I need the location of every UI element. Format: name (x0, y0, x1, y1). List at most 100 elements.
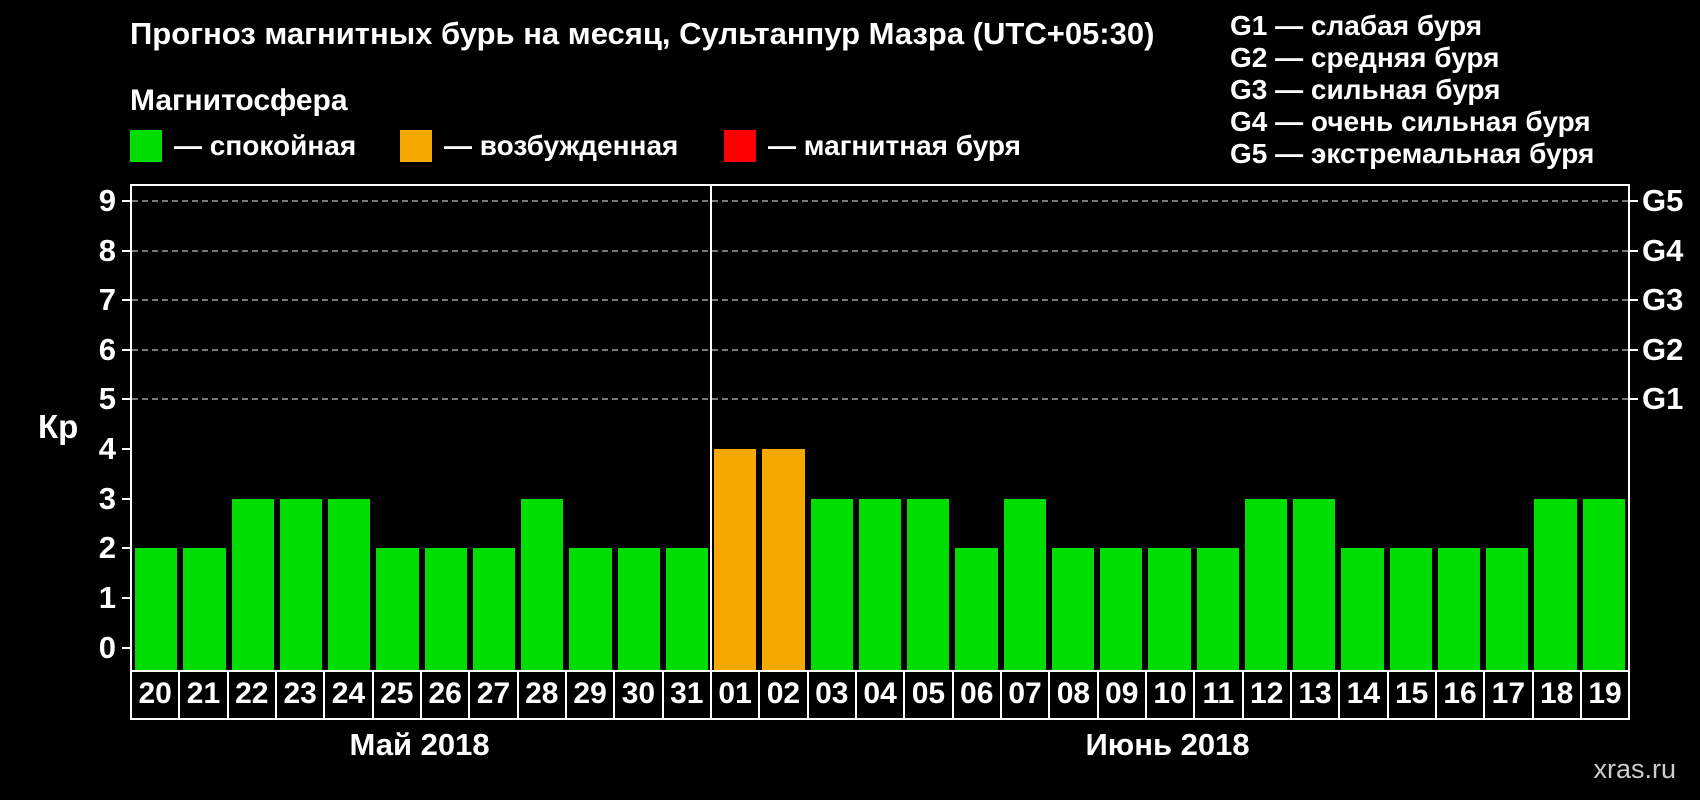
day-label-26: 26 (421, 670, 471, 720)
legend-item-excited: — возбужденная (400, 130, 678, 162)
day-label-21: 21 (180, 670, 229, 720)
storm-color-swatch (724, 130, 756, 162)
y-tick-mark-2 (122, 547, 130, 550)
g-level-label-G2: G2 (1642, 331, 1684, 367)
kp-bar-day-03 (810, 498, 853, 670)
day-label-30: 30 (615, 670, 664, 720)
legend-item-storm-label: — магнитная буря (768, 130, 1021, 161)
legend-item-quiet-label: — спокойная (174, 130, 357, 161)
kp-bar-day-04 (858, 498, 902, 670)
y-axis-title: Кр (38, 408, 79, 445)
y-tick-label-4: 4 (98, 431, 116, 467)
g-level-label-G3: G3 (1642, 282, 1684, 318)
magnetosphere-legend-title: Магнитосфера (130, 84, 348, 117)
g-tick-mark-G3 (1630, 299, 1638, 302)
kp-bar-day-06 (955, 548, 998, 670)
quiet-color-swatch (130, 130, 162, 162)
kp-bar-day-12 (1244, 498, 1288, 670)
kp-bar-day-24 (328, 498, 371, 670)
y-tick-mark-1 (122, 597, 130, 600)
day-label-13: 13 (1291, 670, 1341, 720)
month-axis: Май 2018 Июнь 2018 (130, 722, 1630, 768)
day-label-29: 29 (566, 670, 616, 720)
g-scale-item-g3: G3 — сильная буря (1230, 74, 1501, 105)
day-label-12: 12 (1243, 670, 1292, 720)
y-tick-label-0: 0 (98, 629, 116, 665)
gridline-kp-6 (132, 348, 1628, 351)
day-label-18: 18 (1533, 670, 1582, 720)
y-axis-tick-labels: 0 1 2 3 4 5 6 7 8 9 (0, 183, 116, 670)
g-tick-mark-G1 (1630, 398, 1638, 401)
y-tick-label-5: 5 (98, 381, 116, 417)
g-level-label-G5: G5 (1642, 182, 1684, 218)
kp-bar-day-10 (1148, 548, 1191, 670)
kp-bar-day-13 (1293, 498, 1336, 670)
legend-item-storm: — магнитная буря (724, 130, 1021, 162)
day-label-14: 14 (1340, 670, 1389, 720)
kp-bar-day-23 (279, 498, 323, 670)
g-scale-item-g1: G1 — слабая буря (1230, 10, 1483, 41)
y-tick-mark-8 (122, 249, 130, 252)
y-tick-label-3: 3 (98, 480, 116, 516)
y-tick-mark-4 (122, 448, 130, 451)
kp-bar-day-22 (231, 498, 274, 670)
kp-bar-day-26 (424, 548, 467, 670)
day-label-04: 04 (856, 670, 906, 720)
kp-bar-day-30 (617, 548, 660, 670)
y-tick-label-2: 2 (98, 530, 116, 566)
day-label-07: 07 (1001, 670, 1051, 720)
day-label-09: 09 (1098, 670, 1147, 720)
g-axis-labels: G1 G2 G3 G4 G5 (1642, 182, 1700, 670)
y-tick-mark-3 (122, 497, 130, 500)
g-scale-item-g5: G5 — экстремальная буря (1230, 138, 1595, 169)
g-tick-mark-G5 (1630, 199, 1638, 202)
gridline-kp-7 (132, 299, 1628, 302)
kp-bar-day-09 (1100, 548, 1143, 670)
day-label-02: 02 (760, 670, 809, 720)
g-level-label-G4: G4 (1642, 232, 1684, 268)
excited-color-swatch (400, 130, 432, 162)
y-tick-mark-7 (122, 299, 130, 302)
y-tick-mark-6 (122, 348, 130, 351)
day-label-27: 27 (470, 670, 519, 720)
kp-bar-day-21 (183, 548, 226, 670)
gridline-kp-8 (132, 249, 1628, 252)
kp-bar-day-14 (1341, 548, 1384, 670)
g-level-label-G1: G1 (1642, 381, 1684, 417)
kp-bar-day-29 (569, 548, 612, 670)
kp-bar-day-19 (1582, 498, 1625, 670)
kp-bar-day-07 (1003, 498, 1046, 670)
kp-bar-day-31 (665, 548, 709, 670)
day-label-19: 19 (1581, 670, 1631, 720)
legend-item-excited-label: — возбужденная (444, 130, 679, 161)
month-label: Июнь 2018 (1085, 727, 1250, 762)
month-label: Май 2018 (349, 727, 490, 762)
day-label-28: 28 (518, 670, 567, 720)
day-label-20: 20 (132, 670, 181, 720)
day-label-24: 24 (325, 670, 374, 720)
legend-item-quiet: — спокойная (130, 130, 356, 162)
day-label-23: 23 (276, 670, 326, 720)
kp-bar-day-01 (714, 449, 757, 670)
day-label-10: 10 (1146, 670, 1196, 720)
day-label-31: 31 (663, 670, 712, 720)
g-tick-mark-G4 (1630, 249, 1638, 252)
day-label-01: 01 (711, 670, 761, 720)
y-tick-label-7: 7 (98, 282, 116, 318)
y-tick-label-8: 8 (98, 232, 116, 268)
page-title: Прогноз магнитных бурь на месяц, Сультан… (130, 16, 1155, 51)
day-label-11: 11 (1195, 670, 1244, 720)
day-axis: 20 21 22 23 24 25 26 27 28 29 30 31 01 02 03 04 05 06 07 08… (130, 670, 1631, 720)
watermark: xras.ru (1593, 754, 1676, 784)
kp-bar-day-02 (762, 449, 805, 670)
plot-area (122, 184, 1638, 672)
g-tick-mark-G2 (1630, 348, 1638, 351)
day-label-15: 15 (1388, 670, 1437, 720)
y-tick-mark-9 (122, 199, 130, 202)
g-scale-legend: G1 — слабая буря G2 — средняя буря G3 — … (1230, 10, 1594, 170)
kp-bar-day-05 (907, 498, 950, 670)
day-label-03: 03 (808, 670, 857, 720)
day-label-06: 06 (953, 670, 1002, 720)
y-tick-mark-5 (122, 398, 130, 401)
kp-bar-day-16 (1437, 548, 1481, 670)
